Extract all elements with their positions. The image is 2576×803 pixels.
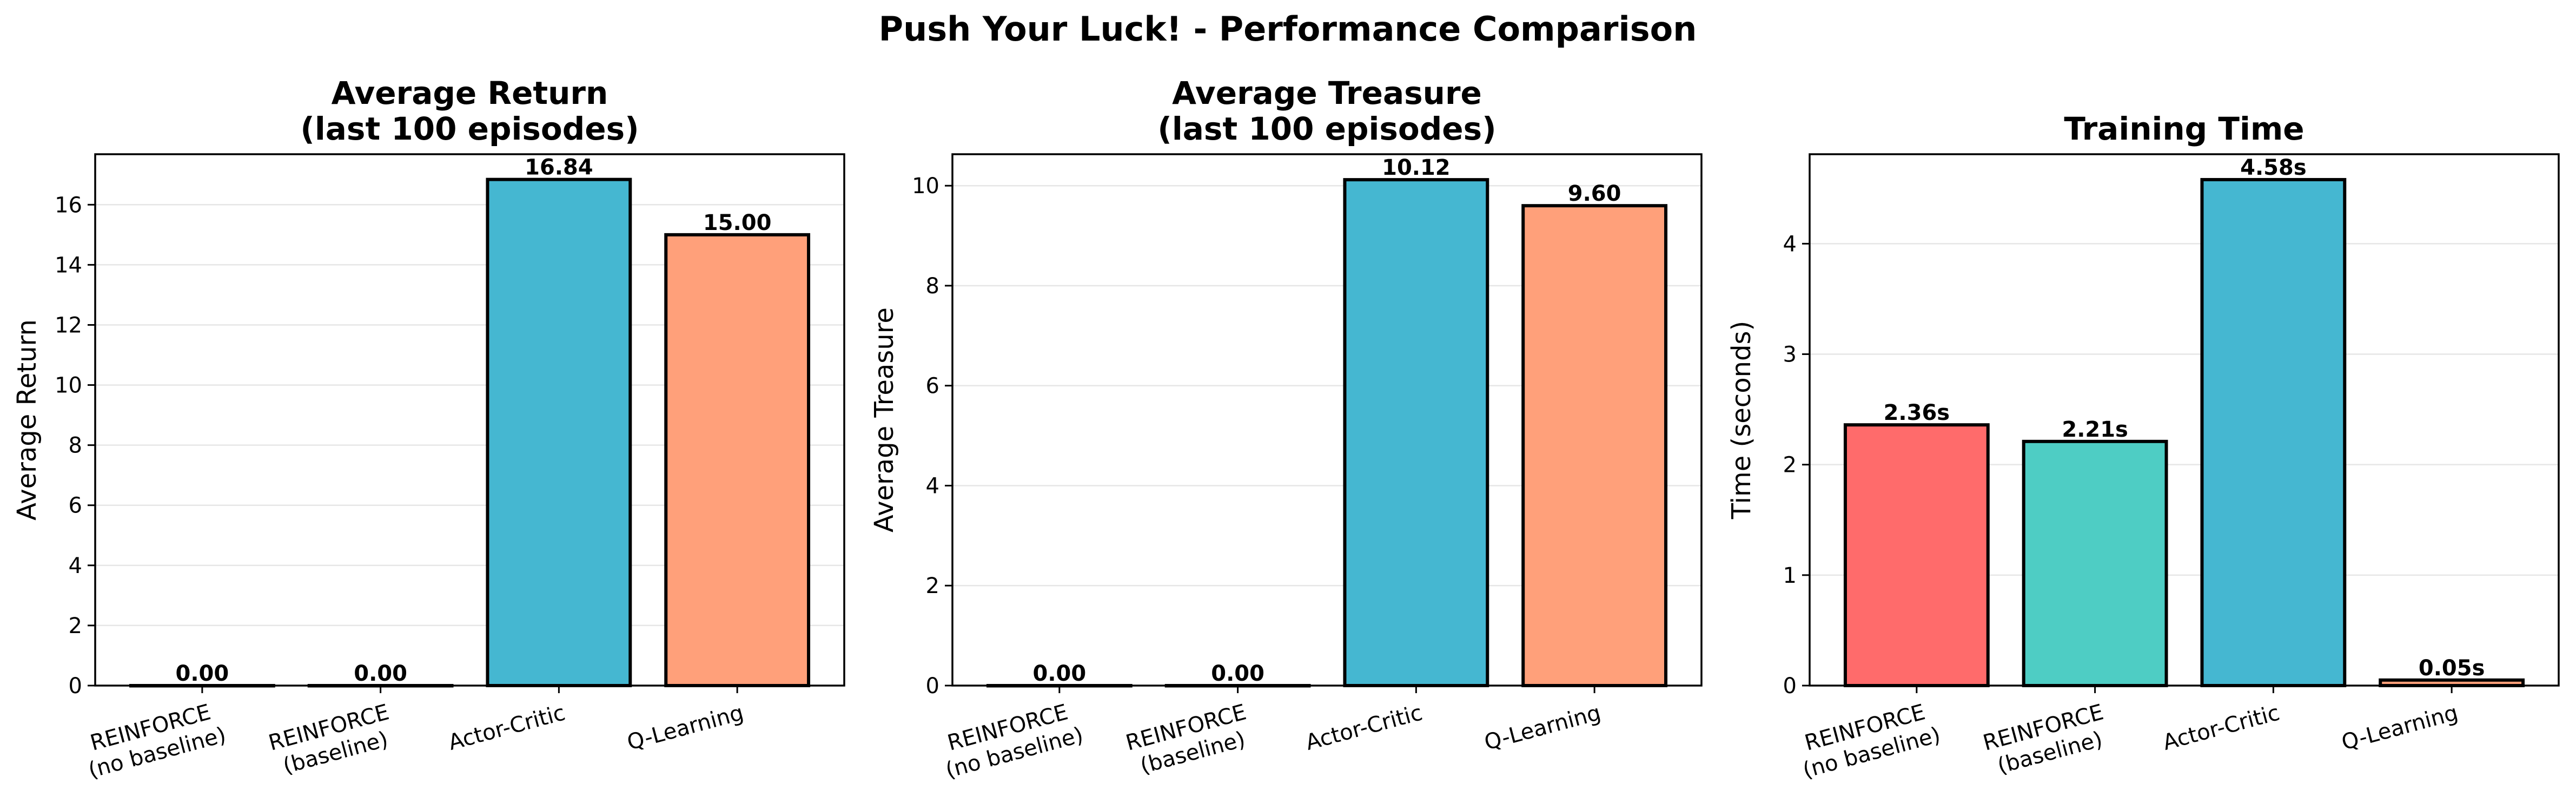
y-tick-label: 4	[1783, 232, 1797, 256]
panel-title: (last 100 episodes)	[1157, 110, 1496, 147]
x-tick-label: REINFORCE(baseline)	[266, 700, 399, 781]
y-tick-label: 2	[926, 574, 939, 598]
bar-q-learning	[1521, 204, 1668, 688]
bar-value-label: 2.36s	[1884, 400, 1950, 425]
bar-value-label: 0.00	[1211, 661, 1264, 686]
panel-title: Average Return	[332, 75, 608, 111]
y-tick-label: 10	[912, 174, 939, 199]
y-tick-label: 3	[1783, 343, 1797, 367]
bar-value-label: 9.60	[1568, 181, 1621, 206]
y-tick-label: 2	[1783, 453, 1797, 478]
bar-value-label: 15.00	[703, 210, 772, 235]
y-tick-label: 14	[55, 253, 82, 278]
bar-actor-critic	[1343, 178, 1489, 687]
y-tick-label: 8	[926, 274, 939, 299]
axes-frame	[951, 153, 1703, 687]
figure-title: Push Your Luck! - Performance Comparison	[879, 9, 1697, 49]
bar-value-label: 0.00	[354, 661, 407, 686]
panel-title: Training Time	[2064, 110, 2304, 147]
axes-frame	[94, 153, 845, 687]
bar-reinforce-baseline-	[2022, 439, 2168, 687]
y-tick-label: 1	[1783, 563, 1797, 588]
y-tick-label: 2	[69, 614, 82, 639]
bar-value-label: 4.58s	[2240, 155, 2307, 180]
y-axis-label: Average Treasure	[869, 307, 899, 532]
y-axis-label: Average Return	[12, 319, 42, 521]
axes-frame	[1809, 153, 2560, 687]
y-tick-label: 4	[69, 554, 82, 578]
bar-value-label: 2.21s	[2062, 417, 2128, 442]
bar-value-label: 0.00	[1033, 661, 1087, 686]
bar-q-learning	[664, 233, 811, 687]
y-tick-label: 12	[55, 313, 82, 338]
y-axis-label: Time (seconds)	[1726, 321, 1757, 519]
bar-value-label: 10.12	[1382, 155, 1451, 180]
y-tick-label: 6	[69, 493, 82, 518]
y-tick-label: 10	[55, 373, 82, 398]
y-tick-label: 0	[1783, 674, 1797, 699]
y-tick-label: 6	[926, 374, 939, 399]
bar-value-label: 0.05s	[2419, 656, 2485, 681]
y-tick-label: 0	[926, 674, 939, 699]
bar-actor-critic	[2200, 177, 2347, 687]
y-tick-label: 0	[69, 674, 82, 699]
panel-title: Average Treasure	[1172, 75, 1482, 111]
bar-value-label: 16.84	[525, 155, 593, 180]
y-tick-label: 16	[55, 193, 82, 218]
y-tick-label: 4	[926, 473, 939, 498]
y-tick-label: 8	[69, 433, 82, 458]
bar-actor-critic	[486, 177, 632, 687]
panel-title: (last 100 episodes)	[300, 110, 639, 147]
bar-reinforce-no-baseline-	[1843, 423, 1990, 688]
bar-value-label: 0.00	[176, 661, 229, 686]
